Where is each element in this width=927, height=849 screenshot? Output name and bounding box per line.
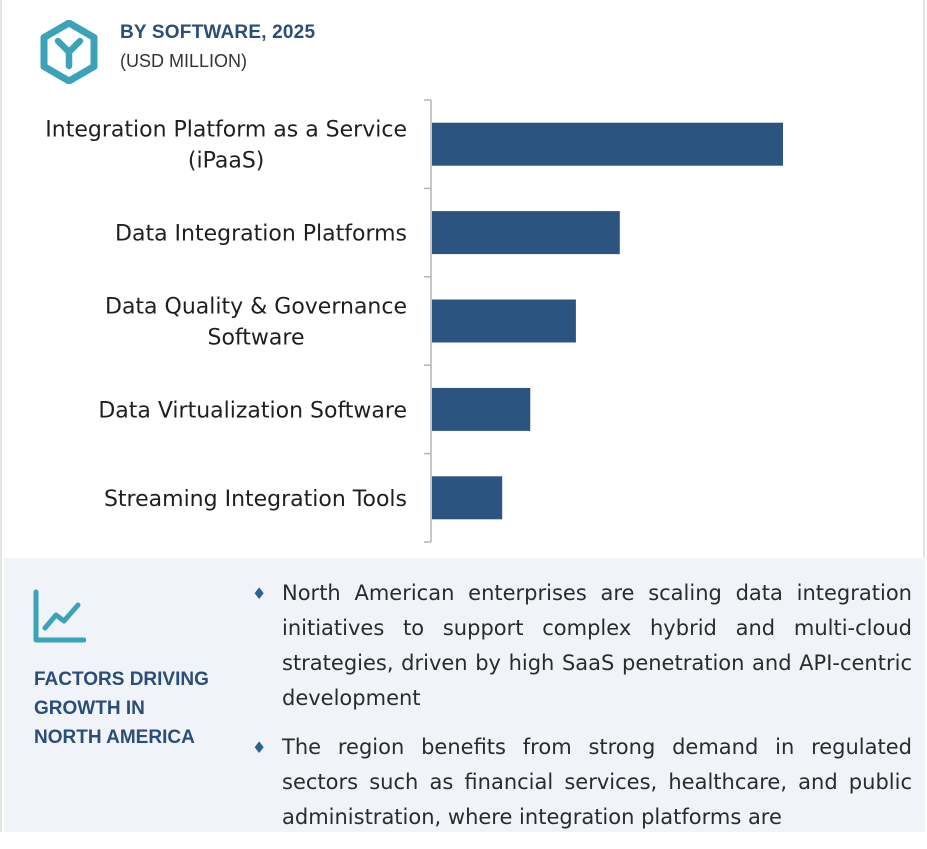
category-label: Data Quality & Governance Software: [105, 295, 407, 351]
factor-bullet-text: The region benefits from strong demand i…: [282, 735, 912, 829]
factor-bullet-2: ♦ The region benefits from strong demand…: [252, 730, 912, 835]
factors-title-line: FACTORS DRIVING: [34, 669, 209, 690]
factors-title-line: NORTH AMERICA: [34, 727, 195, 748]
chart-title: BY SOFTWARE, 2025: [120, 22, 316, 43]
category-label: Integration Platform as a Service (iPaaS): [45, 118, 407, 174]
factor-bullet-text: North American enterprises are scaling d…: [282, 581, 912, 710]
factors-title: FACTORS DRIVING GROWTH IN NORTH AMERICA: [34, 665, 234, 752]
bar: [432, 387, 531, 431]
bar: [432, 211, 620, 255]
factors-title-line: GROWTH IN: [34, 698, 145, 719]
diamond-bullet-icon: ♦: [252, 738, 267, 757]
category-label: Data Virtualization Software: [98, 398, 407, 423]
hexagon-y-logo-icon: [40, 20, 98, 84]
bar: [432, 122, 783, 166]
category-label: Streaming Integration Tools: [104, 487, 407, 512]
trend-line-chart-icon: [33, 589, 86, 643]
bar: [432, 476, 503, 520]
bar-chart: Integration Platform as a Service (iPaaS)…: [45, 99, 783, 543]
factors-bullet-list: ♦ North American enterprises are scaling…: [252, 576, 912, 849]
factor-bullet-1: ♦ North American enterprises are scaling…: [252, 576, 912, 716]
category-label: Data Integration Platforms: [115, 222, 407, 247]
infographic-panel: BY SOFTWARE, 2025 (USD MILLION) Integrat…: [0, 0, 925, 832]
factors-panel: FACTORS DRIVING GROWTH IN NORTH AMERICA …: [4, 558, 925, 832]
bar: [432, 299, 576, 343]
diamond-bullet-icon: ♦: [252, 584, 267, 603]
chart-subtitle: (USD MILLION): [120, 51, 248, 71]
